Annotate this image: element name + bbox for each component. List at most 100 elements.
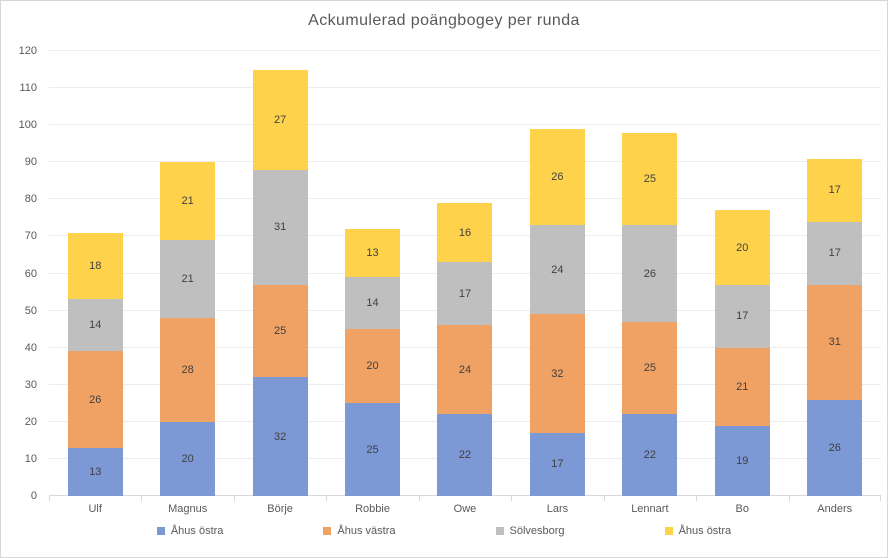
bar-segment[interactable]: 24 [437, 325, 493, 415]
y-axis-tick-label: 90 [24, 156, 37, 169]
bar-segment[interactable]: 27 [252, 69, 308, 170]
legend-label: Sölvesborg [509, 525, 565, 537]
bar-stack: 19 21 17 20 [714, 210, 770, 496]
bar-segment[interactable]: 22 [437, 414, 493, 496]
bar-segment-label: 18 [89, 260, 102, 273]
bar-segment-label: 13 [89, 465, 102, 478]
bar-segment[interactable]: 25 [252, 284, 308, 378]
bar-segment[interactable]: 32 [529, 314, 585, 433]
x-axis-label: Robbie [355, 503, 390, 515]
bar-segment-label: 20 [736, 241, 749, 254]
y-axis-tick-label: 40 [24, 341, 37, 354]
x-axis-tick [511, 496, 512, 501]
x-axis: Ulf Magnus Börje Robbie Owe Lars Lennart Bo Ande… [49, 496, 881, 520]
bar-segment[interactable]: 31 [252, 169, 308, 285]
bar-segment[interactable]: 21 [160, 240, 216, 319]
bar-segment[interactable]: 19 [714, 425, 770, 496]
x-axis-tick [696, 496, 697, 501]
bar-segment-label: 31 [828, 336, 841, 349]
y-axis-tick-label: 110 [19, 82, 37, 95]
y-axis-tick-label: 0 [30, 490, 37, 502]
bar-segment[interactable]: 28 [160, 318, 216, 422]
bar-segment[interactable]: 22 [622, 414, 678, 496]
bar-cell-robbie: 25 20 14 13 [326, 51, 418, 496]
bar-segment[interactable]: 17 [714, 284, 770, 348]
bar-segment[interactable]: 26 [529, 128, 585, 226]
bar-segment[interactable]: 16 [437, 203, 493, 263]
y-axis-tick-label: 120 [18, 45, 37, 57]
bar-segment[interactable]: 17 [807, 158, 863, 222]
x-axis-label: Bo [735, 503, 750, 515]
bar-segment-label: 31 [273, 221, 287, 234]
bar-segment-label: 16 [458, 226, 472, 239]
legend-item[interactable]: Åhus östra [664, 525, 732, 537]
bar-segment[interactable]: 21 [714, 347, 770, 426]
x-axis-labels: Ulf Magnus Börje Robbie Owe Lars Lennart Bo Ande… [49, 496, 881, 520]
bar-segment[interactable]: 31 [807, 284, 863, 400]
bar-segment[interactable]: 14 [67, 299, 123, 352]
legend-color-swatch [664, 527, 673, 535]
y-axis-tick-label: 10 [24, 452, 37, 465]
legend-label: Åhus östra [678, 525, 732, 537]
x-axis-tick [789, 496, 790, 501]
legend-color-swatch [323, 527, 332, 535]
x-axis-label: Lennart [631, 503, 669, 515]
bar-segment-label: 28 [181, 363, 194, 376]
bar-cell-börje: 32 25 31 27 [234, 51, 326, 496]
legend-item[interactable]: Sölvesborg [495, 525, 565, 537]
legend-label: Åhus västra [337, 525, 396, 537]
bar-segment[interactable]: 26 [622, 225, 678, 322]
bar-segment[interactable]: 25 [622, 321, 678, 415]
bar-cell-owe: 22 24 17 16 [419, 51, 511, 496]
bar-segment-label: 20 [366, 360, 379, 373]
bar-segment[interactable]: 17 [529, 432, 585, 496]
bar-cell-ulf: 13 26 14 18 [49, 51, 141, 496]
bar-segment[interactable]: 18 [67, 232, 123, 300]
bar-segment-label: 24 [458, 363, 472, 376]
y-axis: 0 10 20 30 40 50 60 70 80 90 100 110 120 [1, 45, 41, 502]
bar-segment[interactable]: 26 [807, 399, 863, 496]
legend-item[interactable]: Åhus västra [323, 525, 396, 537]
y-axis-tick-label: 30 [24, 378, 37, 391]
bar-segment[interactable]: 24 [529, 225, 585, 315]
bar-segment-label: 13 [366, 247, 379, 260]
bar-segment[interactable]: 13 [345, 229, 401, 278]
bar-stack: 25 20 14 13 [345, 229, 401, 496]
bar-segment-label: 20 [181, 452, 194, 465]
bar-cell-lars: 17 32 24 26 [511, 51, 603, 496]
legend-item[interactable]: Åhus östra [156, 525, 224, 537]
gridline [49, 161, 881, 163]
bar-segment[interactable]: 20 [714, 210, 770, 285]
y-axis-tick-label: 80 [24, 193, 37, 206]
x-axis-label: Börje [267, 503, 293, 515]
x-axis-label: Lars [546, 503, 569, 515]
bar-segment[interactable]: 20 [345, 329, 401, 404]
y-axis-tick-label: 70 [24, 230, 37, 243]
bar-segment[interactable]: 14 [345, 277, 401, 330]
bar-stack: 17 32 24 26 [529, 128, 585, 496]
chart-title[interactable]: Ackumulerad poängbogey per runda [308, 12, 580, 29]
bar-segment[interactable]: 25 [622, 132, 678, 226]
bar-segment[interactable]: 25 [345, 403, 401, 496]
bar-segment[interactable]: 17 [437, 262, 493, 326]
y-axis-tick-label: 60 [24, 267, 37, 280]
bar-segment-label: 26 [828, 441, 841, 454]
bar-segment[interactable]: 26 [67, 351, 123, 448]
y-axis-tick-label: 50 [24, 304, 37, 317]
bar-segment[interactable]: 17 [807, 221, 863, 285]
legend-label: Åhus östra [170, 525, 224, 537]
bar-segment[interactable]: 13 [67, 447, 123, 496]
x-axis-label: Owe [453, 503, 477, 515]
legend-color-swatch [495, 527, 504, 535]
bar-segment[interactable]: 32 [252, 377, 308, 496]
x-axis-label: Ulf [88, 503, 102, 515]
bar-segment-label: 17 [551, 458, 564, 471]
bar-segment-label: 21 [181, 195, 194, 208]
y-axis-tick-label: 20 [24, 415, 37, 428]
bar-stack: 22 24 17 16 [437, 203, 493, 496]
bar-stack: 26 31 17 17 [807, 158, 863, 496]
bar-stack: 22 25 26 25 [622, 132, 678, 496]
bar-segment[interactable]: 20 [160, 421, 216, 496]
bar-segment[interactable]: 21 [160, 162, 216, 241]
